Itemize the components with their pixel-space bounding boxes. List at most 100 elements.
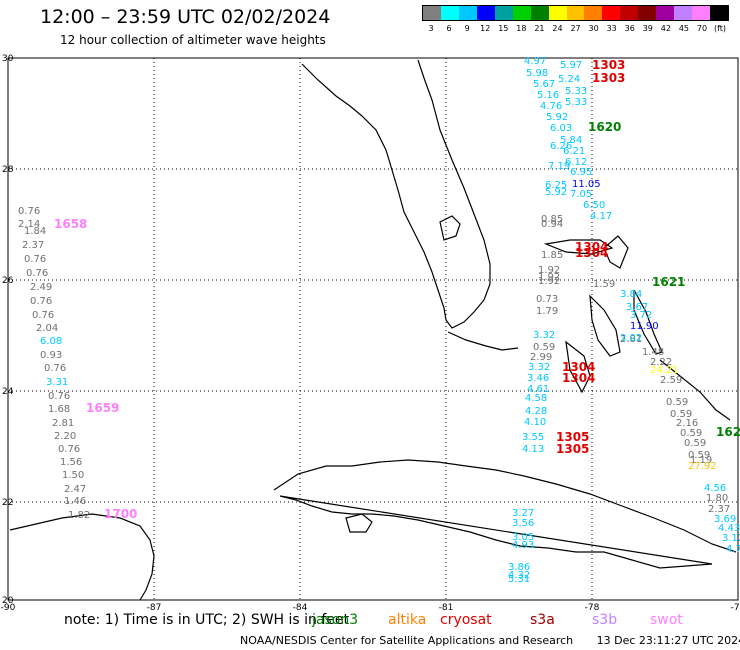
wave-height-value: 4.10 bbox=[524, 417, 546, 428]
wave-height-value: 0.59 bbox=[670, 409, 692, 420]
bahamas-grand bbox=[543, 239, 614, 255]
wave-height-value: 1.46 bbox=[64, 496, 86, 507]
wave-height-value: 3.84 bbox=[620, 289, 642, 300]
wave-height-value: 11.90 bbox=[630, 321, 659, 332]
wave-height-value: 2.16 bbox=[676, 418, 698, 429]
wave-height-value: 2.99 bbox=[530, 352, 552, 363]
wave-height-value: 1.56 bbox=[60, 457, 82, 468]
bahamas-eleuthera bbox=[633, 289, 663, 355]
wave-height-value: 2.22 bbox=[650, 357, 672, 368]
color-scale-label: 36 bbox=[624, 24, 635, 33]
bahamas-andros bbox=[589, 294, 621, 357]
color-scale-label: 21 bbox=[534, 24, 545, 33]
wave-height-value: 3.27 bbox=[512, 508, 534, 519]
color-swatch bbox=[710, 6, 728, 20]
wave-height-value: 4.17 bbox=[590, 211, 612, 222]
wave-height-value: 4.7 bbox=[726, 544, 740, 555]
wave-height-value: 2.14 bbox=[18, 219, 40, 230]
wave-height-value: 24.21 bbox=[650, 365, 679, 376]
bahamas-abaco bbox=[603, 235, 629, 269]
wave-height-value: 0.76 bbox=[44, 363, 66, 374]
wave-height-value: 0.73 bbox=[536, 294, 558, 305]
wave-height-value: 2.81 bbox=[620, 334, 642, 345]
wave-height-value: 27.92 bbox=[688, 461, 717, 472]
wave-height-value: 0.76 bbox=[30, 296, 52, 307]
color-swatch bbox=[512, 6, 531, 20]
page-subtitle: 12 hour collection of altimeter wave hei… bbox=[60, 33, 326, 47]
color-swatch bbox=[620, 6, 639, 20]
longitude-label: -87 bbox=[147, 603, 162, 613]
pass-time-label: 1621 bbox=[716, 425, 740, 439]
wave-height-value: 4.32 bbox=[508, 570, 530, 581]
wave-height-value: 4.97 bbox=[524, 56, 546, 67]
isla-de-la-juventud bbox=[345, 513, 373, 533]
wave-height-value: 1.68 bbox=[48, 404, 70, 415]
wave-height-value: 1.92 bbox=[538, 265, 560, 276]
latitude-label: 22 bbox=[2, 498, 13, 508]
color-scale-label: 45 bbox=[678, 24, 689, 33]
latitude-label: 20 bbox=[2, 596, 14, 606]
wave-height-value: 0.59 bbox=[680, 428, 702, 439]
wave-height-value: 1.85 bbox=[541, 250, 563, 261]
florida-keys bbox=[447, 331, 519, 351]
wave-height-value: 2.37 bbox=[22, 240, 44, 251]
color-scale-label: 6 bbox=[446, 24, 452, 33]
wave-height-value: 3.02 bbox=[620, 333, 642, 344]
wave-height-value: 2.81 bbox=[52, 418, 74, 429]
wave-height-value: 5.31 bbox=[508, 574, 530, 585]
map-grid bbox=[7, 57, 739, 601]
note-text: note: 1) Time is in UTC; 2) SWH is in fe… bbox=[64, 612, 350, 628]
wave-height-value: 0.76 bbox=[24, 254, 46, 265]
wave-height-value: 2.04 bbox=[36, 323, 58, 334]
legend-swot: swot bbox=[650, 612, 683, 628]
color-swatch bbox=[602, 6, 621, 20]
wave-height-value: 3.32 bbox=[528, 362, 550, 373]
cuba-coastline bbox=[273, 459, 737, 569]
color-scale: 3 6 9 12 15 18 21 24 27 30 33 36 39 42 45 70 (ft) bbox=[422, 5, 729, 33]
color-swatch bbox=[530, 6, 549, 20]
pass-time-label: 1304 bbox=[562, 360, 595, 374]
wave-height-value: 0.59 bbox=[666, 397, 688, 408]
color-swatch bbox=[656, 6, 675, 20]
wave-height-value: 2.59 bbox=[660, 375, 682, 386]
wave-height-value: 3.31 bbox=[46, 377, 68, 388]
color-swatch bbox=[638, 6, 657, 20]
color-scale-label: 3 bbox=[428, 24, 434, 33]
wave-height-value: 0.76 bbox=[32, 310, 54, 321]
wave-height-value: 7.05 bbox=[570, 189, 592, 200]
color-swatch bbox=[584, 6, 603, 20]
wave-height-value: 4.28 bbox=[525, 406, 547, 417]
wave-height-value: 3.72 bbox=[630, 310, 652, 321]
wave-height-value: 7.19 bbox=[548, 161, 570, 172]
longitude-label: -78 bbox=[585, 603, 600, 613]
latitude-label: 24 bbox=[2, 387, 14, 397]
pass-time-label: 1305 bbox=[556, 430, 589, 444]
wave-height-value: 1.59 bbox=[593, 279, 615, 290]
wave-height-value: 6.26 bbox=[550, 141, 572, 152]
wave-height-value: 3.56 bbox=[512, 518, 534, 529]
wave-height-value: 1.19 bbox=[690, 455, 712, 466]
latitude-label: 26 bbox=[2, 276, 14, 286]
legend-s3b: s3b bbox=[592, 612, 618, 628]
footer: NOAA/NESDIS Center for Satellite Applica… bbox=[240, 634, 740, 647]
wave-height-labels: 4.975.98 5.97 1303 5.24 1303 5.67 5.33 5.16 5.33… bbox=[18, 56, 740, 585]
page-title: 12:00 – 23:59 UTC 02/02/2024 bbox=[40, 6, 331, 28]
wave-height-value: 4.58 bbox=[525, 393, 547, 404]
wave-height-value: 3.69 bbox=[714, 514, 736, 525]
wave-height-value: 5.84 bbox=[560, 135, 582, 146]
legend-altika: altika bbox=[388, 612, 427, 628]
color-swatch bbox=[423, 6, 441, 20]
bahamas-small bbox=[565, 340, 591, 394]
wave-height-value: 6.50 bbox=[583, 200, 605, 211]
wave-height-value: 5.92 bbox=[546, 112, 568, 123]
wave-height-value: 3.46 bbox=[527, 373, 549, 384]
color-scale-label: (ft) bbox=[714, 24, 727, 33]
wave-height-value: 1.84 bbox=[24, 226, 46, 237]
pass-time-label: 1621 bbox=[652, 275, 685, 289]
color-scale-label: 39 bbox=[642, 24, 653, 33]
longitude-label: -90 bbox=[1, 603, 16, 613]
wave-height-value: 3.86 bbox=[508, 562, 530, 573]
color-scale-label: 12 bbox=[480, 24, 491, 33]
bahamas-exuma bbox=[659, 359, 731, 421]
wave-height-value: 4.76 bbox=[540, 101, 562, 112]
